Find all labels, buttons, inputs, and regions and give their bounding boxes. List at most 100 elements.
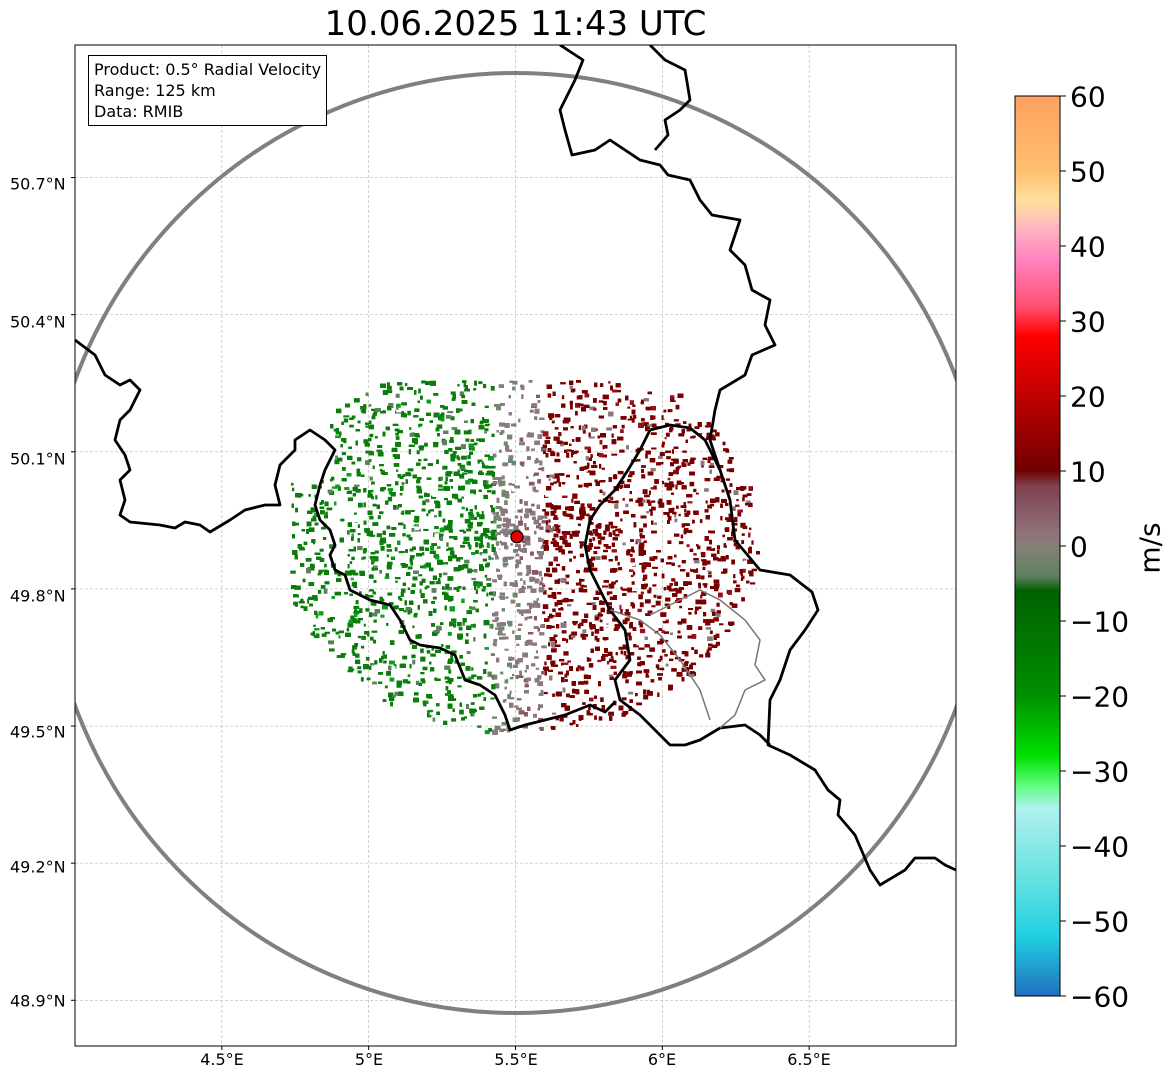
echo-pixel [546,625,552,629]
echo-pixel [562,539,568,545]
echo-pixel [484,431,488,434]
echo-pixel [488,727,492,732]
echo-pixel [541,645,547,649]
echo-pixel [674,533,680,537]
echo-pixel [394,577,401,580]
echo-pixel [557,476,560,479]
echo-pixel [705,627,712,630]
echo-pixel [325,511,328,516]
echo-pixel [334,459,340,465]
echo-pixel [456,518,462,521]
echo-pixel [465,438,470,442]
echo-pixel [722,534,725,538]
echo-pixel [457,384,460,387]
echo-pixel [496,429,499,433]
echo-pixel [498,645,504,649]
echo-pixel [611,453,618,456]
echo-pixel [630,514,636,518]
echo-pixel [505,445,510,450]
echo-pixel [324,501,329,507]
echo-pixel [486,592,489,597]
echo-pixel [620,429,624,433]
echo-pixel [387,496,393,502]
echo-pixel [380,614,385,618]
echo-pixel [631,581,635,585]
echo-pixel [690,662,697,666]
echo-pixel [573,555,576,559]
echo-pixel [445,414,452,419]
echo-pixel [667,477,671,481]
echo-pixel [675,404,680,410]
echo-pixel [560,577,567,583]
echo-pixel [343,418,349,423]
echo-pixel [668,481,674,486]
echo-pixel [493,639,498,643]
echo-pixel [415,680,420,686]
echo-pixel [619,449,625,453]
echo-pixel [524,527,530,531]
echo-pixel [324,631,330,634]
echo-pixel [590,454,593,458]
echo-pixel [675,484,678,490]
echo-pixel [713,617,719,622]
echo-pixel [657,673,663,676]
echo-pixel [347,564,350,569]
echo-pixel [542,512,546,515]
echo-pixel [516,643,520,646]
echo-pixel [569,722,574,726]
echo-pixel [639,602,644,608]
echo-pixel [519,588,525,593]
echo-pixel [509,697,515,700]
echo-pixel [502,633,506,636]
echo-pixel [544,661,547,666]
echo-pixel [461,598,465,603]
echo-pixel [361,645,365,649]
echo-pixel [361,557,365,560]
echo-pixel [395,393,400,398]
echo-pixel [645,424,650,430]
echo-pixel [427,696,433,699]
echo-pixel [742,497,745,502]
echo-pixel [737,511,742,517]
echo-pixel [553,481,557,484]
echo-pixel [702,560,708,566]
echo-pixel [709,469,712,474]
echo-pixel [347,497,353,502]
echo-pixel [629,569,634,572]
echo-pixel [504,500,508,505]
echo-pixel [533,519,539,525]
echo-pixel [708,571,712,574]
echo-pixel [588,663,594,668]
echo-pixel [442,465,448,470]
echo-pixel [595,428,598,431]
echo-pixel [340,444,343,448]
echo-pixel [509,677,514,680]
echo-pixel [363,502,366,508]
echo-pixel [531,403,538,407]
echo-pixel [624,617,630,622]
echo-pixel [490,483,496,486]
echo-pixel [542,584,546,587]
echo-pixel [589,507,596,511]
echo-pixel [607,651,613,656]
echo-pixel [439,414,445,419]
echo-pixel [387,382,390,386]
echo-pixel [412,524,417,527]
echo-pixel [741,533,745,536]
echo-pixel [407,680,411,684]
echo-pixel [638,544,643,549]
echo-pixel [474,459,480,462]
echo-pixel [590,423,595,428]
echo-pixel [468,478,474,483]
echo-pixel [460,544,465,548]
echo-pixel [686,572,690,577]
echo-pixel [471,577,477,581]
echo-pixel [646,499,651,504]
echo-pixel [377,451,384,457]
echo-pixel [470,439,475,442]
echo-pixel [518,588,521,594]
echo-pixel [458,441,462,445]
echo-pixel [471,667,474,671]
echo-pixel [447,631,452,636]
echo-pixel [601,555,607,560]
